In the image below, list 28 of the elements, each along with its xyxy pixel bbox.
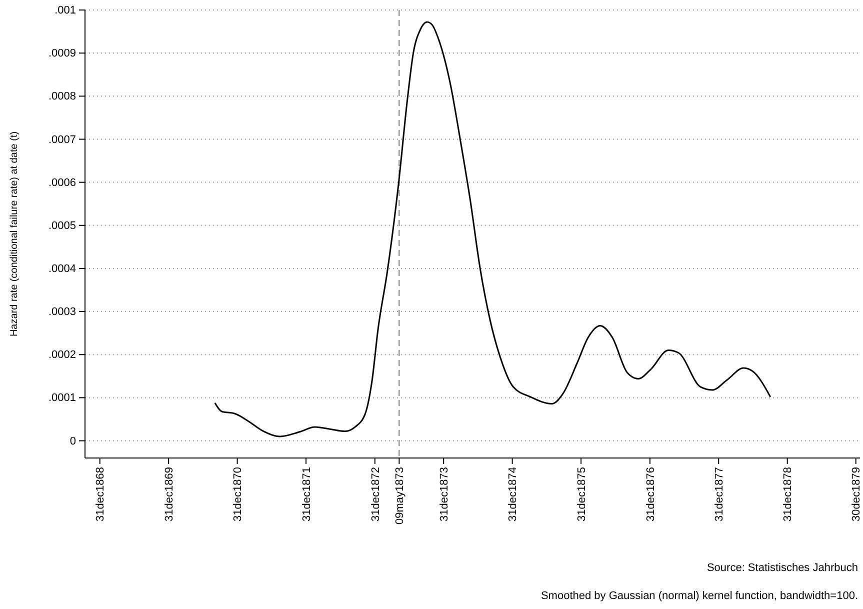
- y-tick-label: .0001: [48, 392, 76, 404]
- x-tick-label: 31dec1877: [713, 467, 726, 522]
- x-tick-label: 31dec1874: [507, 467, 520, 522]
- y-tick-label: 0: [70, 435, 76, 448]
- x-tick-label: 31dec1872: [370, 467, 382, 522]
- y-tick-label: .0006: [48, 176, 76, 189]
- line-series: [214, 21, 772, 438]
- y-tick-label: .0008: [48, 90, 76, 103]
- y-tick-label: .0005: [48, 220, 76, 232]
- x-tick-label: 31dec1871: [300, 467, 313, 522]
- y-tick-label: .0002: [48, 349, 76, 362]
- x-tick-label: 31dec1868: [94, 467, 107, 522]
- x-tick-label: 31dec1873: [438, 467, 450, 522]
- x-tick-label: 31dec1876: [644, 467, 657, 522]
- y-tick-label: .001: [54, 4, 76, 17]
- y-axis-title: Hazard rate (conditional failure rate) at date (t): [9, 131, 20, 337]
- x-tick-label: 30dec1879: [850, 467, 863, 522]
- x-tick-label: 31dec1875: [576, 467, 588, 522]
- x-tick-label: 31dec1878: [782, 467, 794, 522]
- text: Smoothed by Gaussian (normal) kernel function, bandwidth=100.: [540, 590, 858, 602]
- y-tick-label: .0003: [48, 306, 76, 318]
- y-tick-label: .0007: [48, 134, 76, 146]
- y-tick-label: .0009: [48, 48, 76, 60]
- y-tick-label: .0004: [48, 262, 76, 275]
- x-tick-label: 09may1873: [394, 467, 406, 524]
- x-tick-label: 31dec1869: [163, 467, 176, 522]
- source-note: Source: Statistisches Jahrbuch: [706, 562, 858, 574]
- x-tick-label: 31dec1870: [232, 467, 244, 522]
